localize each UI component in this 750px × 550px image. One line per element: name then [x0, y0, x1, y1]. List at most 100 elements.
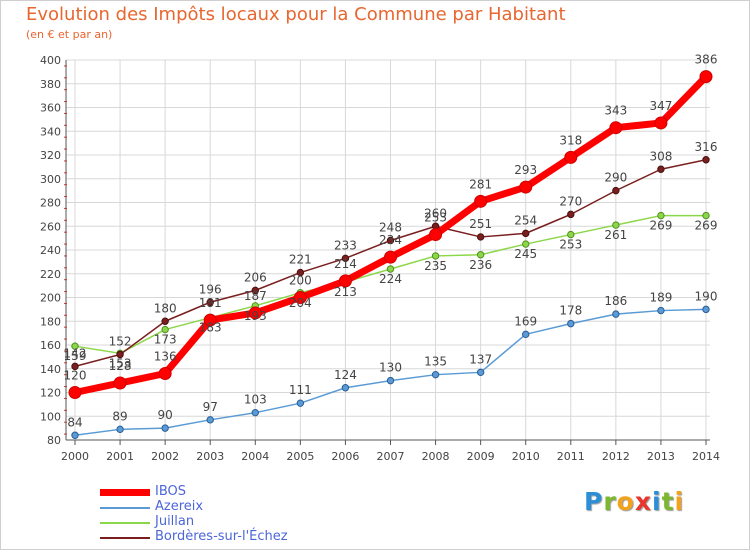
y-tick-label: 380: [40, 78, 61, 91]
data-label: 236: [469, 258, 492, 272]
data-label: 130: [379, 361, 402, 375]
data-label: 269: [695, 219, 718, 233]
data-label: 318: [559, 133, 582, 147]
data-point-3: [206, 298, 214, 306]
data-label: 152: [109, 335, 132, 349]
data-label: 187: [244, 289, 267, 303]
x-tick-label: 2013: [647, 450, 675, 463]
data-label: 316: [695, 140, 718, 154]
data-label: 343: [604, 104, 627, 118]
data-point-0: [429, 228, 443, 242]
data-label: 90: [158, 408, 173, 422]
data-label: 135: [424, 355, 447, 369]
data-label: 183: [199, 321, 222, 335]
data-point-1: [341, 384, 350, 392]
data-point-0: [293, 291, 307, 304]
axis-layer: 8010012014016018020022024026028030032034…: [40, 54, 720, 463]
data-label: 308: [649, 149, 672, 163]
y-tick-label: 100: [40, 410, 61, 423]
data-label: 178: [559, 304, 582, 318]
data-label: 136: [154, 350, 177, 364]
data-label: 186: [604, 294, 627, 308]
data-label: 97: [203, 400, 218, 414]
data-label: 180: [154, 301, 177, 315]
x-tick-label: 2014: [692, 450, 720, 463]
x-tick-label: 2012: [602, 450, 630, 463]
data-point-0: [248, 306, 262, 320]
data-point-3: [612, 186, 620, 195]
legend-swatch-ibos: [100, 489, 150, 496]
data-label: 124: [334, 368, 357, 382]
y-tick-label: 260: [40, 220, 61, 233]
logo-letter: i: [652, 487, 662, 516]
x-tick-label: 2000: [61, 450, 89, 463]
data-label: 159: [64, 349, 87, 363]
legend-swatch-borderes: [100, 537, 150, 539]
data-point-0: [203, 313, 217, 327]
data-point-3: [657, 165, 665, 173]
data-point-3: [116, 350, 124, 359]
data-label: 270: [559, 194, 582, 208]
legend-label-borderes: Bordères-sur-l'Échez: [155, 529, 288, 544]
x-tick-label: 2007: [377, 450, 405, 463]
data-label: 260: [424, 206, 447, 220]
grid-layer: [66, 59, 710, 441]
legend-label-ibos: IBOS: [155, 484, 187, 499]
data-label: 153: [109, 356, 132, 370]
legend-swatch-juillan: [100, 522, 150, 524]
data-point-3: [567, 210, 575, 219]
data-point-0: [519, 180, 533, 194]
data-label: 84: [67, 415, 82, 429]
data-label: 89: [112, 409, 127, 423]
data-label: 233: [334, 238, 357, 252]
y-tick-label: 220: [40, 268, 61, 281]
data-label: 103: [244, 393, 267, 407]
data-point-1: [702, 305, 710, 314]
data-label: 206: [244, 270, 267, 284]
data-point-2: [567, 230, 575, 239]
data-label: 128: [109, 359, 132, 373]
x-tick-label: 2010: [512, 450, 540, 463]
x-tick-label: 2011: [557, 450, 585, 463]
data-point-1: [431, 370, 440, 379]
data-point-1: [522, 330, 530, 339]
data-point-0: [474, 194, 488, 208]
chart-subtitle: (en € et par an): [26, 28, 113, 41]
y-tick-label: 300: [40, 173, 61, 186]
data-point-0: [609, 121, 623, 135]
logo-letter: P: [584, 487, 604, 516]
x-tick-label: 2008: [422, 450, 450, 463]
data-label: 269: [649, 219, 672, 233]
logo-letter: r: [603, 487, 617, 516]
y-tick-label: 340: [40, 125, 61, 138]
data-point-2: [476, 251, 485, 259]
series-layer: [68, 70, 713, 439]
data-point-1: [251, 408, 259, 417]
data-label: 221: [289, 253, 312, 267]
data-label: 200: [289, 274, 312, 288]
legend-swatch-azereix: [100, 507, 150, 509]
logo-letter: x: [634, 487, 652, 516]
legend-label-juillan: Juillan: [155, 514, 195, 529]
data-point-3: [522, 229, 530, 238]
y-tick-label: 240: [40, 244, 61, 257]
data-label: 173: [154, 333, 177, 347]
data-label: 261: [604, 228, 627, 242]
data-point-1: [206, 416, 214, 424]
data-label: 251: [469, 217, 492, 231]
y-tick-label: 180: [40, 315, 61, 328]
x-tick-label: 2002: [151, 450, 179, 463]
data-point-0: [113, 376, 127, 390]
data-point-1: [161, 424, 169, 432]
data-point-1: [476, 368, 485, 377]
chart-title: Evolution des Impôts locaux pour la Comm…: [26, 4, 566, 25]
data-label: 254: [514, 213, 537, 227]
data-point-2: [522, 240, 530, 248]
data-point-2: [702, 211, 710, 220]
data-point-2: [657, 211, 665, 220]
data-point-0: [564, 150, 578, 164]
data-label: 111: [289, 383, 312, 397]
data-label: 169: [514, 314, 537, 328]
x-tick-label: 2009: [467, 450, 495, 463]
logo-letter: t: [661, 487, 675, 516]
